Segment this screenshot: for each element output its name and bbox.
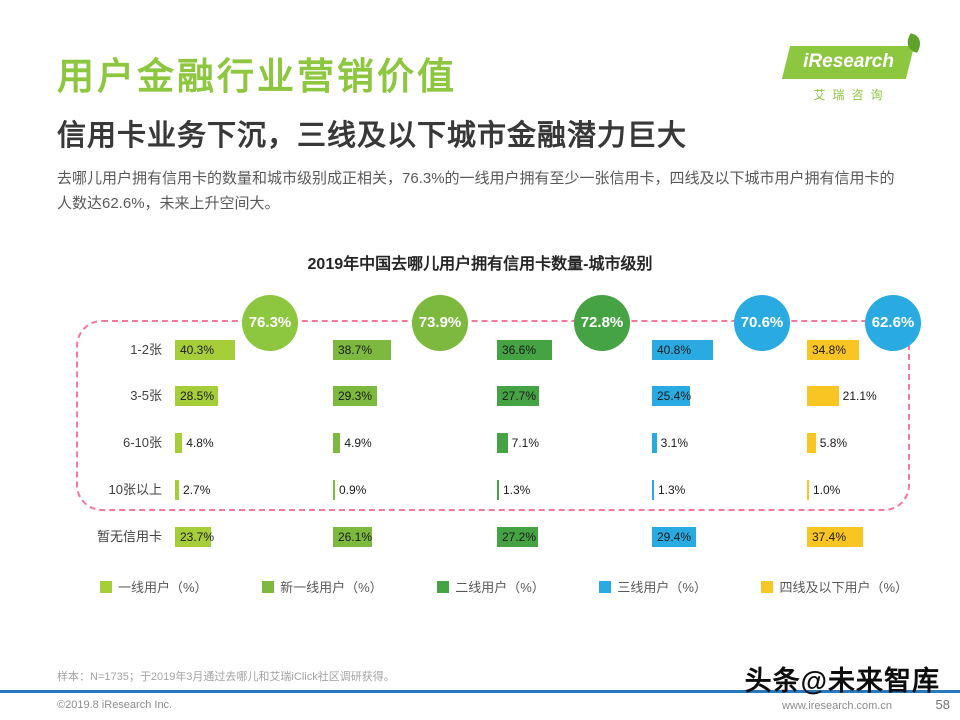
iresearch-logo: iResearch 艾瑞咨询	[781, 33, 926, 103]
website-text: www.iresearch.com.cn	[781, 700, 892, 712]
iresearch-logo-caption: 艾瑞咨询	[813, 88, 890, 102]
bar	[652, 340, 714, 360]
total-badge: 62.6%	[865, 295, 921, 351]
legend-item: 新一线用户（%）	[262, 577, 383, 596]
legend-item: 二线用户（%）	[437, 577, 545, 596]
bar-value-label: 34.8%	[812, 343, 847, 357]
bar-value-label: 27.7%	[502, 389, 537, 403]
bar-value-label: 5.8%	[819, 436, 848, 450]
bar	[175, 386, 218, 406]
bar	[807, 340, 860, 360]
bar-value-label: 1.3%	[503, 483, 531, 497]
legend-swatch	[262, 580, 275, 593]
bar	[497, 433, 508, 453]
bar	[333, 433, 341, 453]
bar	[175, 340, 236, 360]
bar-value-label: 36.6%	[502, 343, 537, 357]
total-badge: 70.6%	[734, 295, 790, 351]
bar-value-label: 40.8%	[657, 343, 692, 357]
bar-value-label: 4.9%	[344, 436, 372, 450]
bar-value-label: 40.3%	[180, 343, 215, 357]
bar-value-label: 27.2%	[502, 530, 537, 544]
chart-title: 2019年中国去哪儿用户拥有信用卡数量-城市级别	[307, 256, 653, 273]
legend-label: 新一线用户（%）	[280, 580, 383, 595]
category-label: 1-2张	[130, 342, 162, 357]
chart-legend: 一线用户（%） 新一线用户（%） 二线用户（%） 三线用户（%） 四线及以下用户（%）	[100, 577, 908, 596]
bar	[652, 527, 697, 547]
bar	[175, 527, 211, 547]
bar	[497, 527, 538, 547]
bar	[175, 433, 183, 453]
bar-value-label: 38.7%	[338, 343, 373, 357]
legend-label: 一线用户（%）	[118, 580, 208, 595]
legend-item: 四线及以下用户（%）	[761, 577, 908, 596]
legend-item: 一线用户（%）	[100, 577, 208, 596]
bar	[652, 386, 691, 406]
copyright-text: ©2019.8 iResearch Inc.	[57, 699, 173, 711]
bar	[497, 340, 552, 360]
bar-value-label: 26.1%	[338, 530, 373, 544]
category-label: 6-10张	[122, 435, 162, 450]
legend-swatch	[100, 580, 112, 593]
watermark-text: 头条@未来智库	[744, 666, 940, 696]
category-label: 3-5张	[130, 388, 162, 403]
page-title: 用户金融行业营销价值	[57, 56, 457, 97]
bar-value-label: 3.1%	[660, 436, 688, 450]
bar-value-label: 21.1%	[842, 389, 877, 403]
bar-value-label: 2.7%	[183, 483, 211, 497]
bar	[807, 433, 816, 453]
total-badge: 73.9%	[412, 295, 468, 351]
bar	[497, 480, 499, 500]
category-label: 暂无信用卡	[96, 529, 162, 544]
bar	[807, 527, 864, 547]
legend-label: 三线用户（%）	[617, 580, 707, 595]
page-number: 58	[935, 697, 950, 712]
bar	[652, 480, 654, 500]
category-label: 10张以上	[108, 482, 162, 497]
bar	[333, 340, 392, 360]
bar	[333, 480, 335, 500]
bar	[175, 480, 180, 500]
total-badge: 76.3%	[242, 295, 298, 351]
bar-value-label: 25.4%	[657, 389, 692, 403]
legend-swatch	[437, 580, 450, 593]
legend-label: 二线用户（%）	[455, 580, 545, 595]
bar-value-label: 37.4%	[812, 530, 847, 544]
bar-value-label: 23.7%	[180, 530, 215, 544]
bar	[807, 480, 809, 500]
bar-value-label: 1.3%	[658, 483, 686, 497]
bar-value-label: 1.0%	[813, 483, 841, 497]
bar	[333, 386, 377, 406]
bar-value-label: 0.9%	[339, 483, 367, 497]
bar-value-label: 28.5%	[180, 389, 215, 403]
bar-value-label: 4.8%	[186, 436, 214, 450]
footer-divider-line	[0, 690, 960, 693]
sample-note: 样本：N=1735；于2019年3月通过去哪儿和艾瑞iClick社区调研获得。	[57, 671, 395, 683]
bar	[807, 386, 839, 406]
legend-swatch	[599, 580, 612, 593]
slide-subtitle: 信用卡业务下沉，三线及以下城市金融潜力巨大	[57, 120, 688, 152]
legend-item: 三线用户（%）	[599, 577, 707, 596]
description-text: 去哪儿用户拥有信用卡的数量和城市级别成正相关，76.3%的一线用户拥有至少一张信…	[57, 170, 895, 212]
bar-value-label: 29.4%	[657, 530, 692, 544]
total-badge: 72.8%	[574, 295, 630, 351]
bar-value-label: 7.1%	[511, 436, 539, 450]
bar	[497, 386, 539, 406]
dashed-highlight-box	[76, 320, 910, 511]
bar-value-label: 29.3%	[338, 389, 373, 403]
legend-label: 四线及以下用户（%）	[779, 580, 908, 595]
bar	[333, 527, 373, 547]
legend-swatch	[761, 580, 774, 593]
bar	[652, 433, 657, 453]
